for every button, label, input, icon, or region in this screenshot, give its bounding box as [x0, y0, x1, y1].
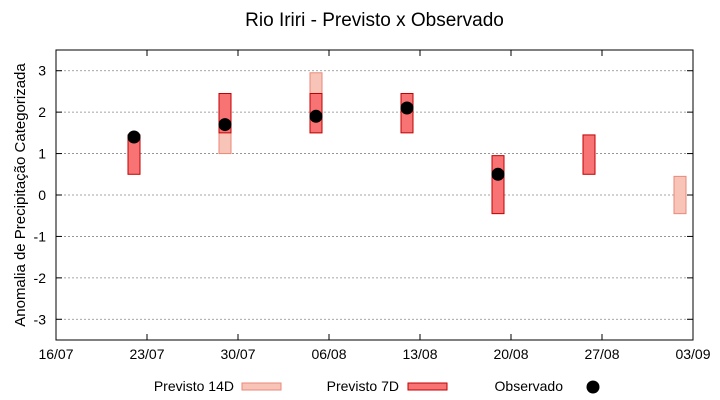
range-bar-previsto-7d — [491, 155, 505, 215]
x-tick-label: 16/07 — [38, 346, 73, 362]
y-axis-label: Anomalia de Precipitação Categorizada — [12, 63, 29, 327]
observed-points — [127, 101, 505, 181]
observed-point — [491, 167, 505, 181]
y-tick-label: 1 — [38, 146, 46, 162]
grid — [56, 70, 693, 320]
chart-title: Rio Iriri - Previsto x Observado — [245, 10, 504, 31]
x-tick-label: 30/07 — [220, 346, 255, 362]
y-tick-label: 2 — [38, 104, 46, 120]
legend-swatch — [586, 380, 600, 394]
range-bars — [127, 72, 687, 215]
y-tick-label: -3 — [34, 311, 47, 327]
x-tick-label: 13/08 — [402, 346, 437, 362]
y-tick-label: -1 — [34, 228, 47, 244]
axis-ticks: 3 2 1 0 -1 -2 -3 16/07 23/07 30/07 06/08 13/08 20/08… — [34, 50, 711, 362]
observed-point — [127, 130, 141, 144]
legend: Previsto 14D Previsto 7D Observado — [154, 378, 600, 394]
x-tick-label: 27/08 — [584, 346, 619, 362]
legend-swatch — [407, 382, 448, 391]
legend-swatch — [241, 382, 282, 391]
x-tick-label: 06/08 — [311, 346, 346, 362]
observed-point — [309, 109, 323, 123]
y-tick-label: 3 — [38, 63, 46, 79]
observed-point — [218, 118, 232, 132]
x-tick-label: 20/08 — [493, 346, 528, 362]
observed-point — [400, 101, 414, 115]
y-tick-label: -2 — [34, 270, 47, 286]
y-tick-label: 0 — [38, 187, 46, 203]
legend-label: Previsto 14D — [154, 378, 234, 394]
legend-label: Observado — [495, 378, 564, 394]
x-tick-label: 23/07 — [129, 346, 164, 362]
range-bar-previsto-14d — [673, 175, 687, 215]
x-tick-label: 03/09 — [675, 346, 710, 362]
legend-label: Previsto 7D — [327, 378, 399, 394]
range-bar-previsto-7d — [582, 134, 596, 175]
